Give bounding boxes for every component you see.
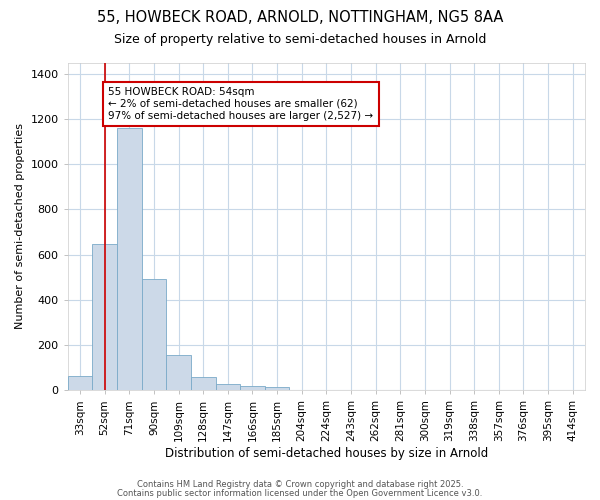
Bar bbox=[191, 378, 215, 390]
Text: Size of property relative to semi-detached houses in Arnold: Size of property relative to semi-detach… bbox=[114, 32, 486, 46]
Text: 55, HOWBECK ROAD, ARNOLD, NOTTINGHAM, NG5 8AA: 55, HOWBECK ROAD, ARNOLD, NOTTINGHAM, NG… bbox=[97, 10, 503, 25]
Bar bbox=[215, 384, 240, 390]
Bar bbox=[265, 387, 289, 390]
Text: 55 HOWBECK ROAD: 54sqm
← 2% of semi-detached houses are smaller (62)
97% of semi: 55 HOWBECK ROAD: 54sqm ← 2% of semi-deta… bbox=[109, 88, 373, 120]
Bar bbox=[92, 244, 117, 390]
Bar bbox=[142, 279, 166, 390]
Bar bbox=[166, 355, 191, 390]
Bar bbox=[68, 376, 92, 390]
Text: Contains public sector information licensed under the Open Government Licence v3: Contains public sector information licen… bbox=[118, 489, 482, 498]
Text: Contains HM Land Registry data © Crown copyright and database right 2025.: Contains HM Land Registry data © Crown c… bbox=[137, 480, 463, 489]
X-axis label: Distribution of semi-detached houses by size in Arnold: Distribution of semi-detached houses by … bbox=[165, 447, 488, 460]
Bar bbox=[240, 386, 265, 390]
Bar bbox=[117, 128, 142, 390]
Y-axis label: Number of semi-detached properties: Number of semi-detached properties bbox=[15, 124, 25, 330]
